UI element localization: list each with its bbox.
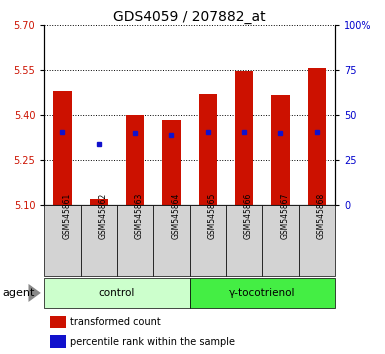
Bar [299,205,335,276]
Bar [262,205,299,276]
Bar [199,94,217,205]
Bar [235,72,253,205]
Bar [162,120,181,205]
Bar [308,68,326,205]
Bar [117,205,153,276]
Bar [190,278,335,308]
Text: percentile rank within the sample: percentile rank within the sample [70,337,236,347]
Text: GSM545865: GSM545865 [208,193,217,239]
Title: GDS4059 / 207882_at: GDS4059 / 207882_at [113,10,266,24]
Text: GSM545867: GSM545867 [280,193,290,239]
Text: agent: agent [2,288,34,298]
Bar [50,335,66,348]
Bar [190,205,226,276]
Bar [50,316,66,328]
Text: control: control [99,288,135,298]
Text: transformed count: transformed count [70,317,161,327]
Bar [54,91,72,205]
Bar [226,205,262,276]
Text: GSM545861: GSM545861 [62,193,72,239]
Text: GSM545862: GSM545862 [99,193,108,239]
Bar [271,96,290,205]
Polygon shape [28,284,41,302]
Bar [44,205,80,276]
Text: GSM545864: GSM545864 [171,193,181,239]
Bar [153,205,189,276]
Text: GSM545866: GSM545866 [244,193,253,239]
Text: γ-tocotrienol: γ-tocotrienol [229,288,296,298]
Bar [80,205,117,276]
Text: GSM545863: GSM545863 [135,193,144,239]
Bar [126,115,144,205]
Bar [90,199,108,205]
Text: GSM545868: GSM545868 [317,193,326,239]
Bar [44,278,190,308]
